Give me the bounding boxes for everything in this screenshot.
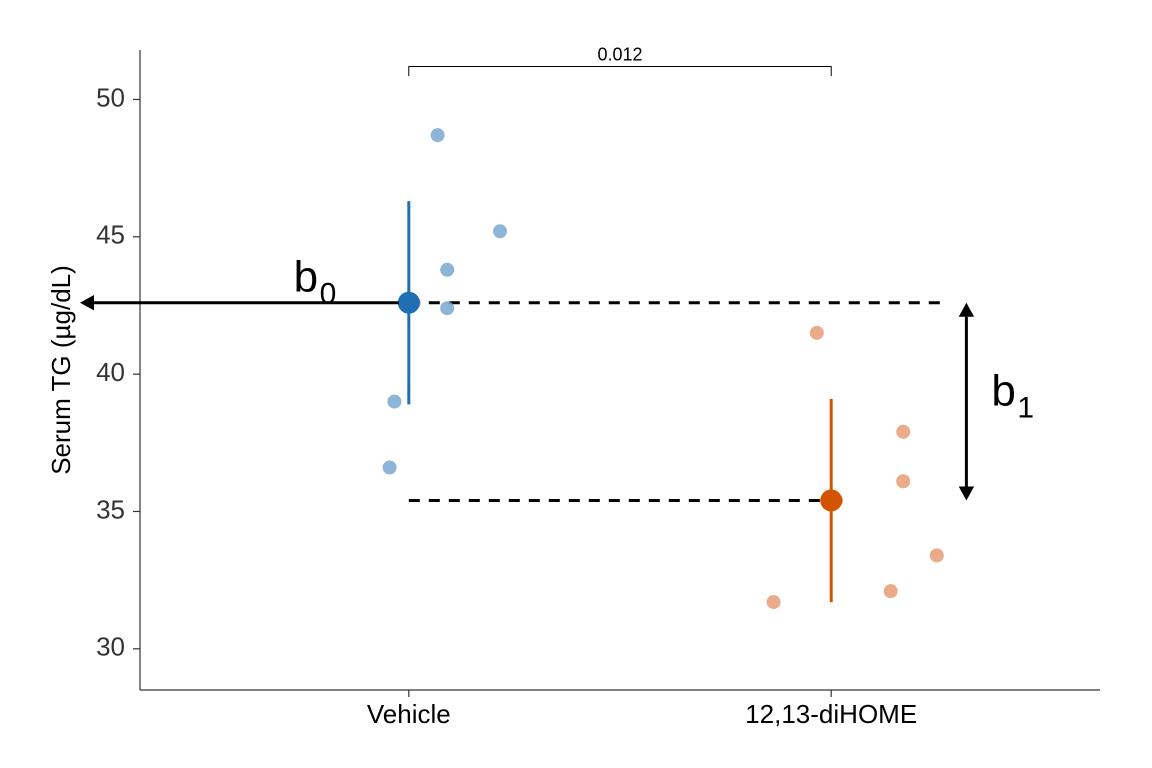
chart-bg bbox=[0, 0, 1152, 768]
data-point bbox=[767, 595, 781, 609]
chart-container: 30 35 40 45 50 Serum TG (µg/dL) Vehicle 12,13-d… bbox=[0, 0, 1152, 768]
data-point bbox=[440, 263, 454, 277]
data-point bbox=[896, 474, 910, 488]
data-point bbox=[387, 395, 401, 409]
y-tick-label: 45 bbox=[96, 220, 125, 250]
x-tick-label: Vehicle bbox=[367, 699, 451, 729]
data-point bbox=[896, 425, 910, 439]
data-point bbox=[440, 301, 454, 315]
data-point bbox=[810, 326, 824, 340]
data-point bbox=[493, 224, 507, 238]
y-tick-label: 30 bbox=[96, 632, 125, 662]
mean-point bbox=[398, 292, 420, 314]
b0-label: b bbox=[294, 253, 318, 302]
data-point bbox=[930, 548, 944, 562]
mean-point bbox=[820, 489, 842, 511]
y-tick-label: 40 bbox=[96, 357, 125, 387]
b0-subscript: 0 bbox=[320, 278, 337, 311]
x-tick-label: 12,13-diHOME bbox=[745, 699, 917, 729]
y-tick-label: 35 bbox=[96, 494, 125, 524]
b1-label: b bbox=[991, 367, 1015, 416]
data-point bbox=[383, 461, 397, 475]
p-value-label: 0.012 bbox=[597, 44, 642, 64]
data-point bbox=[884, 584, 898, 598]
y-tick-label: 50 bbox=[96, 82, 125, 112]
y-axis-label: Serum TG (µg/dL) bbox=[46, 265, 76, 475]
b1-subscript: 1 bbox=[1017, 392, 1034, 425]
data-point bbox=[431, 128, 445, 142]
scatter-chart: 30 35 40 45 50 Serum TG (µg/dL) Vehicle 12,13-d… bbox=[0, 0, 1152, 768]
